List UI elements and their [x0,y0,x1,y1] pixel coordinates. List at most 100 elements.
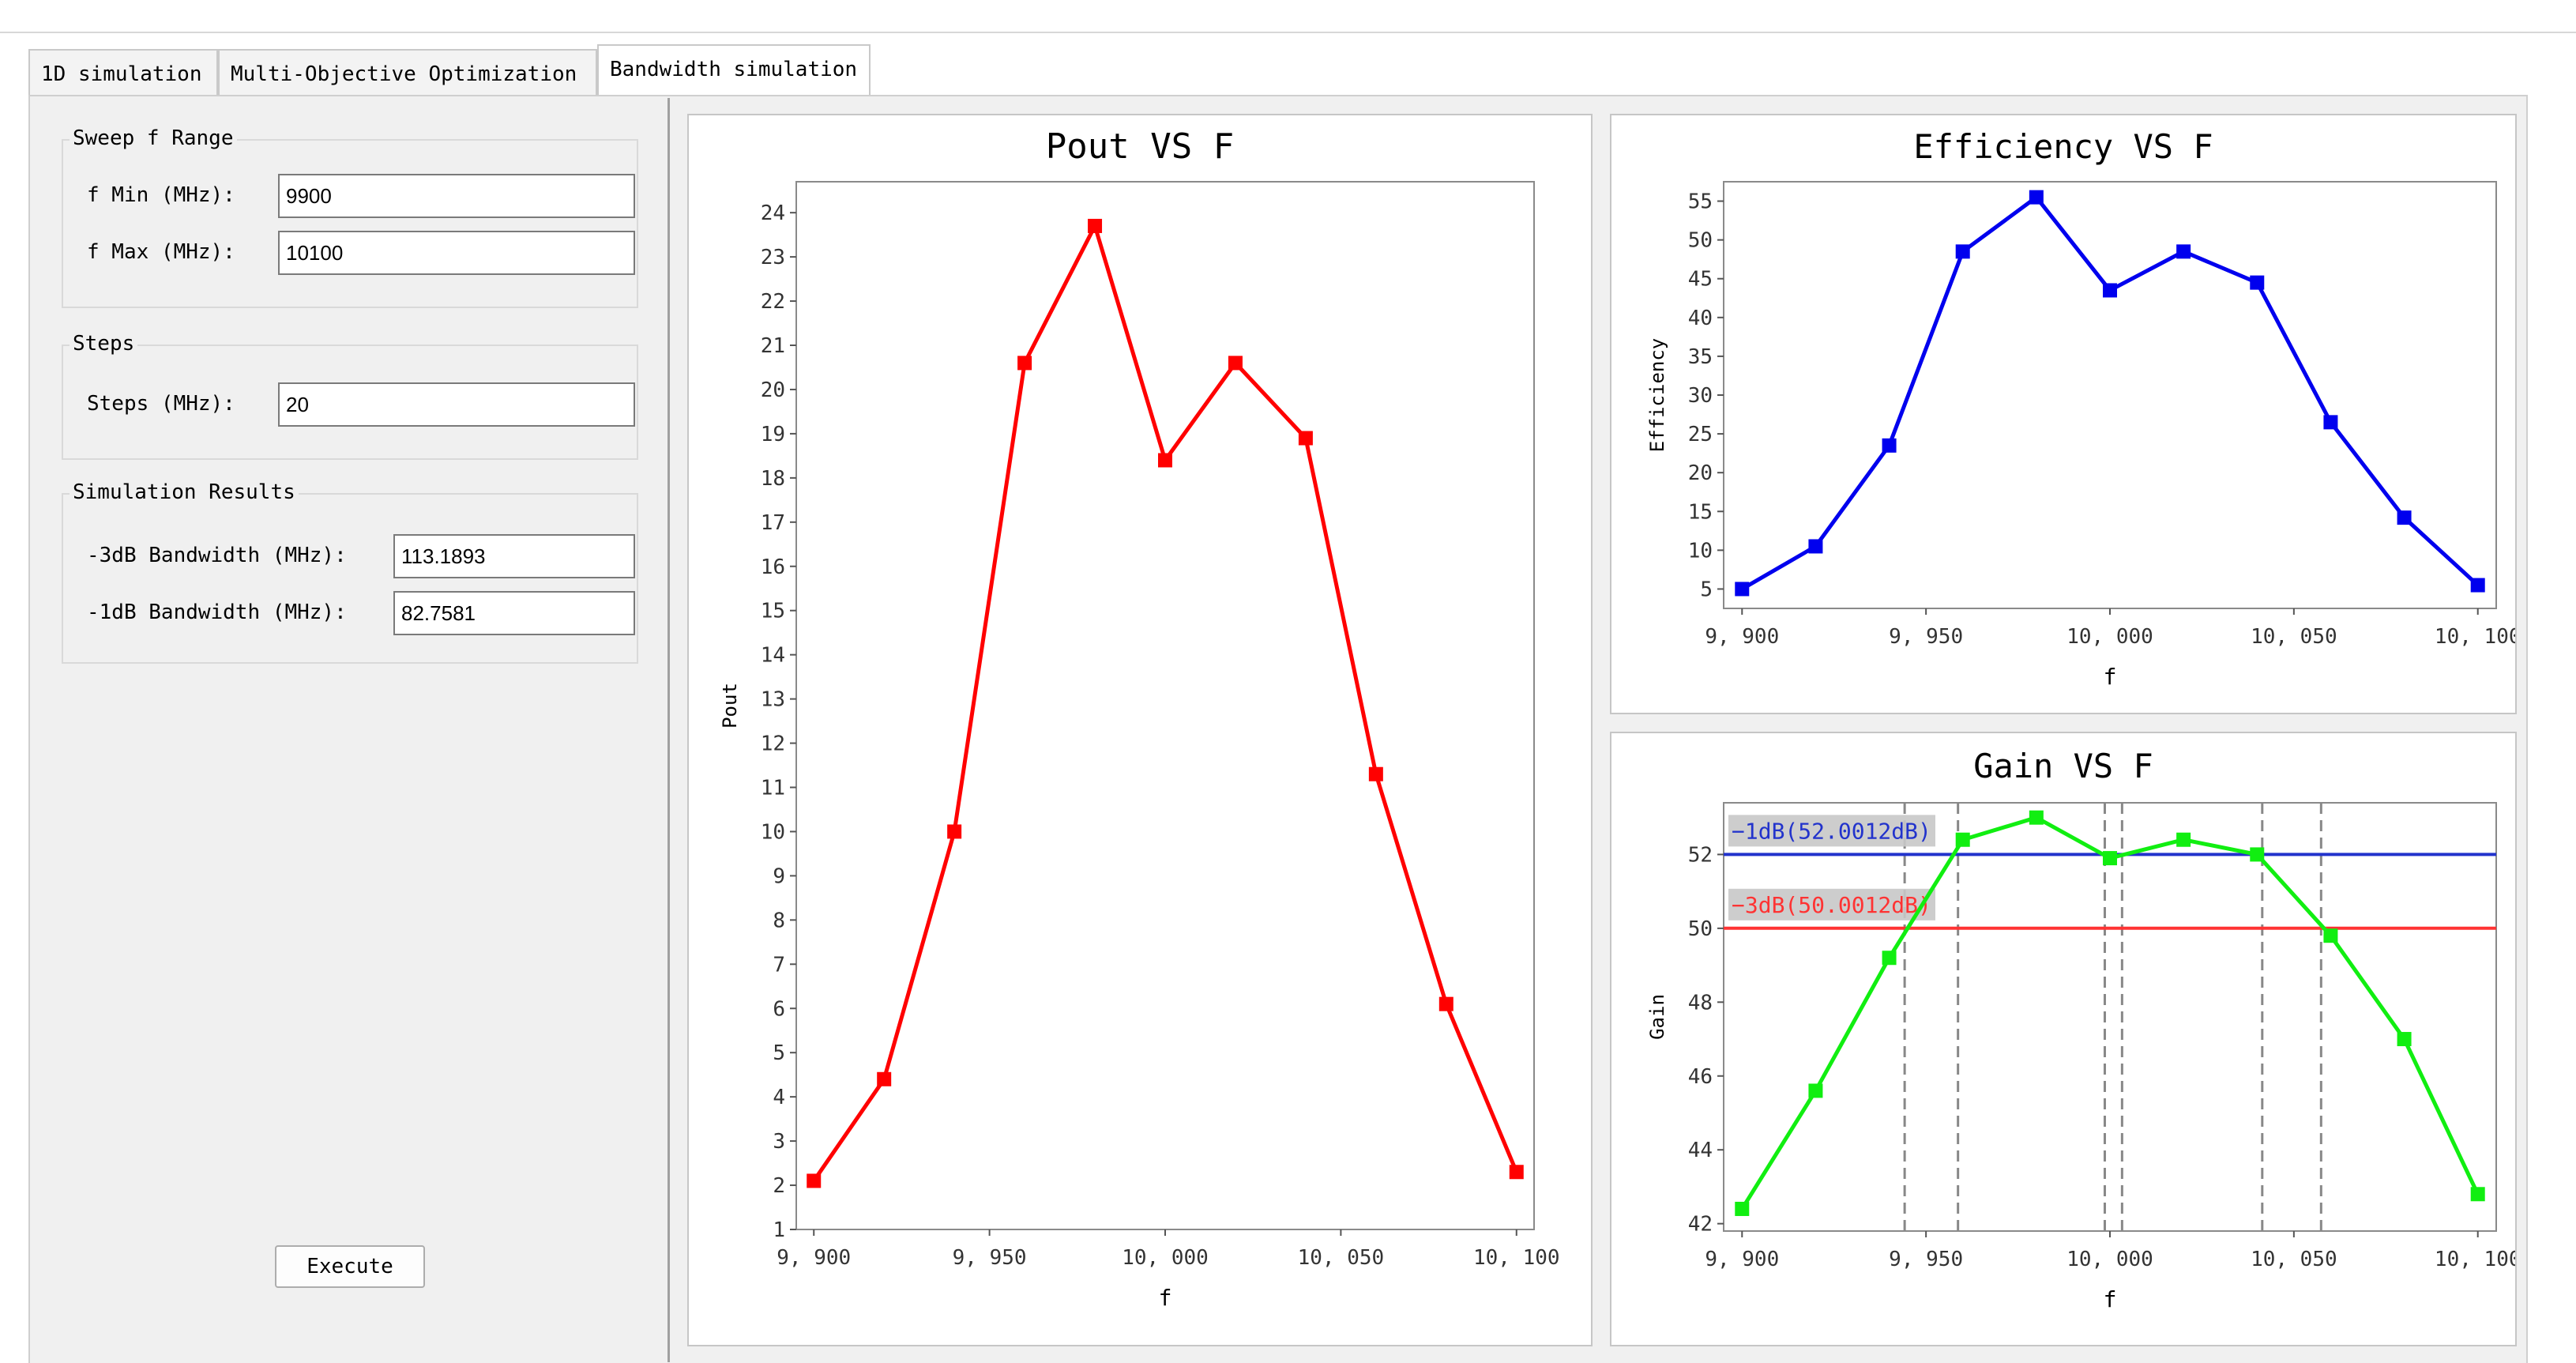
eff-y-tick-label: 35 [1688,345,1713,369]
pout-data-point [1368,766,1383,781]
sweep-range-legend: Sweep f Range [70,126,237,150]
gain-data-point [2029,810,2044,825]
pout-x-tick-label: 9, 950 [953,1246,1027,1270]
eff-data-point [1735,582,1750,597]
pout-y-tick-label: 23 [761,246,785,269]
eff-data-point [2250,275,2265,290]
gain-data-point [2176,832,2191,847]
pout-y-tick-label: 22 [761,290,785,314]
pout-data-point [947,824,962,839]
gain-data-point [2397,1032,2412,1047]
efficiency-chart: Efficiency VS F 5 10 15 20 25 30 35 40 45 50 55 9, 9… [1646,127,2521,690]
pout-x-tick-label: 10, 100 [1473,1246,1560,1270]
eff-x-tick-label: 10, 050 [2251,625,2337,649]
gain-chart: Gain VS F 42 44 46 48 50 52 9, 900 9, 950 10, 000… [1646,747,2521,1312]
pout-data-point [1017,356,1032,371]
eff-y-tick-label: 55 [1688,190,1713,214]
pout-y-tick-label: 6 [773,997,785,1021]
gain-x-axis-label: f [2104,1286,2117,1312]
eff-data-point [2470,578,2485,593]
steps-label: Steps (MHz): [87,392,235,416]
pout-y-tick-label: 24 [761,201,785,225]
tab-bandwidth-simulation[interactable]: Bandwidth simulation [597,44,871,96]
gain-chart-panel: Gain VS F 42 44 46 48 50 52 9, 900 9, 950 10, 000… [1610,732,2521,1346]
pout-data-point [807,1173,822,1188]
eff-y-tick-label: 30 [1688,384,1713,408]
pout-y-tick-label: 1 [773,1218,785,1242]
gain-y-tick-label: 42 [1688,1213,1713,1237]
gain-data-point [1735,1201,1750,1216]
eff-y-tick-label: 50 [1688,229,1713,253]
pout-y-tick-label: 5 [773,1041,785,1065]
pout-data-point [1088,218,1103,233]
eff-data-point [2029,190,2044,205]
bw3-output[interactable]: 113.1893 [393,534,635,578]
pout-y-tick-label: 21 [761,334,785,358]
fmin-input[interactable]: 9900 [278,174,635,218]
pout-data-point [1438,996,1453,1011]
eff-y-tick-label: 45 [1688,268,1713,292]
pout-data-point [1298,431,1313,446]
pout-plot-area [795,181,1535,1230]
gain-y-tick-label: 44 [1688,1139,1713,1162]
tab-multi-objective-optimization[interactable]: Multi-Objective Optimization [218,49,597,96]
eff-x-tick-label: 10, 000 [2066,625,2153,649]
gain-data-point [1882,951,1897,966]
eff-plot-area [1723,181,2497,609]
eff-y-tick-label: 10 [1688,539,1713,563]
simulation-results-group: Simulation Results -3dB Bandwidth (MHz):… [62,480,638,664]
gain-x-tick-label: 9, 950 [1889,1248,1963,1271]
gain-data-point [2323,928,2338,943]
gain-y-tick-label: 46 [1688,1065,1713,1089]
gain-data-point [1808,1083,1823,1098]
pout-data-point [877,1071,892,1086]
fmax-input[interactable]: 10100 [278,231,635,275]
eff-chart-title: Efficiency VS F [1913,127,2213,166]
bw1-output[interactable]: 82.7581 [393,591,635,635]
pout-y-tick-label: 14 [761,644,785,668]
gain-y-tick-label: 50 [1688,917,1713,941]
pout-y-tick-label: 19 [761,423,785,446]
pout-data-point [1158,453,1172,468]
gain-threshold-label-bg [1728,815,1935,847]
eff-data-point [2103,283,2117,298]
pout-y-tick-label: 13 [761,688,785,712]
pout-y-tick-label: 10 [761,820,785,844]
execute-button[interactable]: Execute [275,1245,425,1288]
pout-y-tick-label: 15 [761,600,785,623]
bw3-label: -3dB Bandwidth (MHz): [87,544,347,567]
gain-y-tick-label: 48 [1688,991,1713,1015]
steps-group: Steps Steps (MHz): 20 [62,332,638,460]
pout-y-tick-label: 9 [773,864,785,888]
eff-x-axis-label: f [2104,664,2117,690]
gain-data-point [1955,832,1970,847]
gain-x-tick-label: 10, 050 [2251,1248,2337,1271]
eff-y-tick-label: 40 [1688,307,1713,330]
gain-threshold-label: −1dB(52.0012dB) [1732,818,1931,844]
eff-y-tick-label: 20 [1688,461,1713,485]
fmin-label: f Min (MHz): [87,183,235,207]
pout-x-axis-label: f [1159,1285,1172,1311]
gain-x-tick-label: 10, 000 [2066,1248,2153,1271]
pout-chart-panel: Pout VS F 1 2 3 4 5 6 7 8 9 10 11 12 13 14 15 16 17 18 19 20… [687,114,1593,1346]
eff-data-point [1882,438,1897,453]
pout-data-point [1509,1165,1524,1180]
gain-x-tick-label: 9, 900 [1705,1248,1779,1271]
bw1-label: -1dB Bandwidth (MHz): [87,601,347,624]
eff-x-tick-label: 9, 950 [1889,625,1963,649]
steps-legend: Steps [70,332,138,356]
control-panel: Sweep f Range f Min (MHz): 9900 f Max (M… [33,98,670,1362]
pout-y-tick-label: 7 [773,953,785,977]
eff-x-tick-label: 10, 100 [2435,625,2515,649]
tab-1d-simulation[interactable]: 1D simulation [28,49,218,96]
pout-y-tick-label: 12 [761,732,785,756]
pout-chart: Pout VS F1234567891011121314151617181920… [719,126,1560,1311]
pout-y-tick-label: 8 [773,909,785,932]
window-top-border [0,32,2576,33]
eff-y-tick-label: 5 [1700,578,1713,601]
eff-data-point [1808,539,1823,554]
efficiency-chart-panel: Efficiency VS F 5 10 15 20 25 30 35 40 45 50 55 9, 9… [1610,114,2521,714]
steps-input[interactable]: 20 [278,382,635,427]
gain-threshold-label: −3dB(50.0012dB) [1732,892,1931,918]
eff-data-point [1955,244,1970,259]
